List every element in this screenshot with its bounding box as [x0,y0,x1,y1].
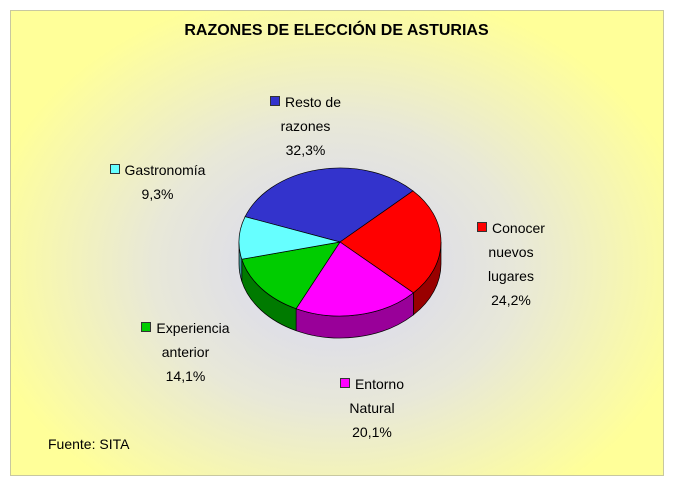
label-text: Gastronomía [95,158,220,182]
slice-label: Experiencia anterior 14,1% [128,316,243,388]
category-label: Gastronomía [124,162,206,178]
value-label: 9,3% [141,186,174,202]
category-label: Resto de razones [280,94,342,134]
category-label: Entorno Natural [349,376,405,416]
slice [244,167,414,243]
label-text: Conocer nuevos lugares [466,216,556,288]
value-label: 24,2% [491,292,531,308]
legend-swatch [339,378,350,388]
value-label: 14,1% [165,368,206,384]
legend-swatch [109,164,120,174]
label-text: Entorno Natural [327,372,417,420]
label-text: Experiencia anterior [128,316,243,364]
chart-title: RAZONES DE ELECCIÓN DE ASTURIAS [184,22,489,39]
slice-label: Entorno Natural 20,1% [327,372,417,444]
slice-label: Resto de razones 32,3% [258,90,353,162]
legend-swatch [141,322,152,332]
category-label: Conocer nuevos lugares [488,220,545,284]
category-label: Experiencia anterior [156,320,230,360]
slice [295,241,414,317]
slice [238,216,341,260]
slice-label: Conocer nuevos lugares 24,2% [466,216,556,312]
label-text: Resto de razones [258,90,353,138]
slice [339,190,442,294]
source: Fuente: SITA [48,436,130,452]
slice-label: Gastronomía 9,3% [95,158,220,206]
slice [241,241,341,310]
legend-swatch [477,222,488,232]
legend-swatch [269,96,280,106]
value-label: 20,1% [352,424,392,440]
value-label: 32,3% [285,142,326,158]
